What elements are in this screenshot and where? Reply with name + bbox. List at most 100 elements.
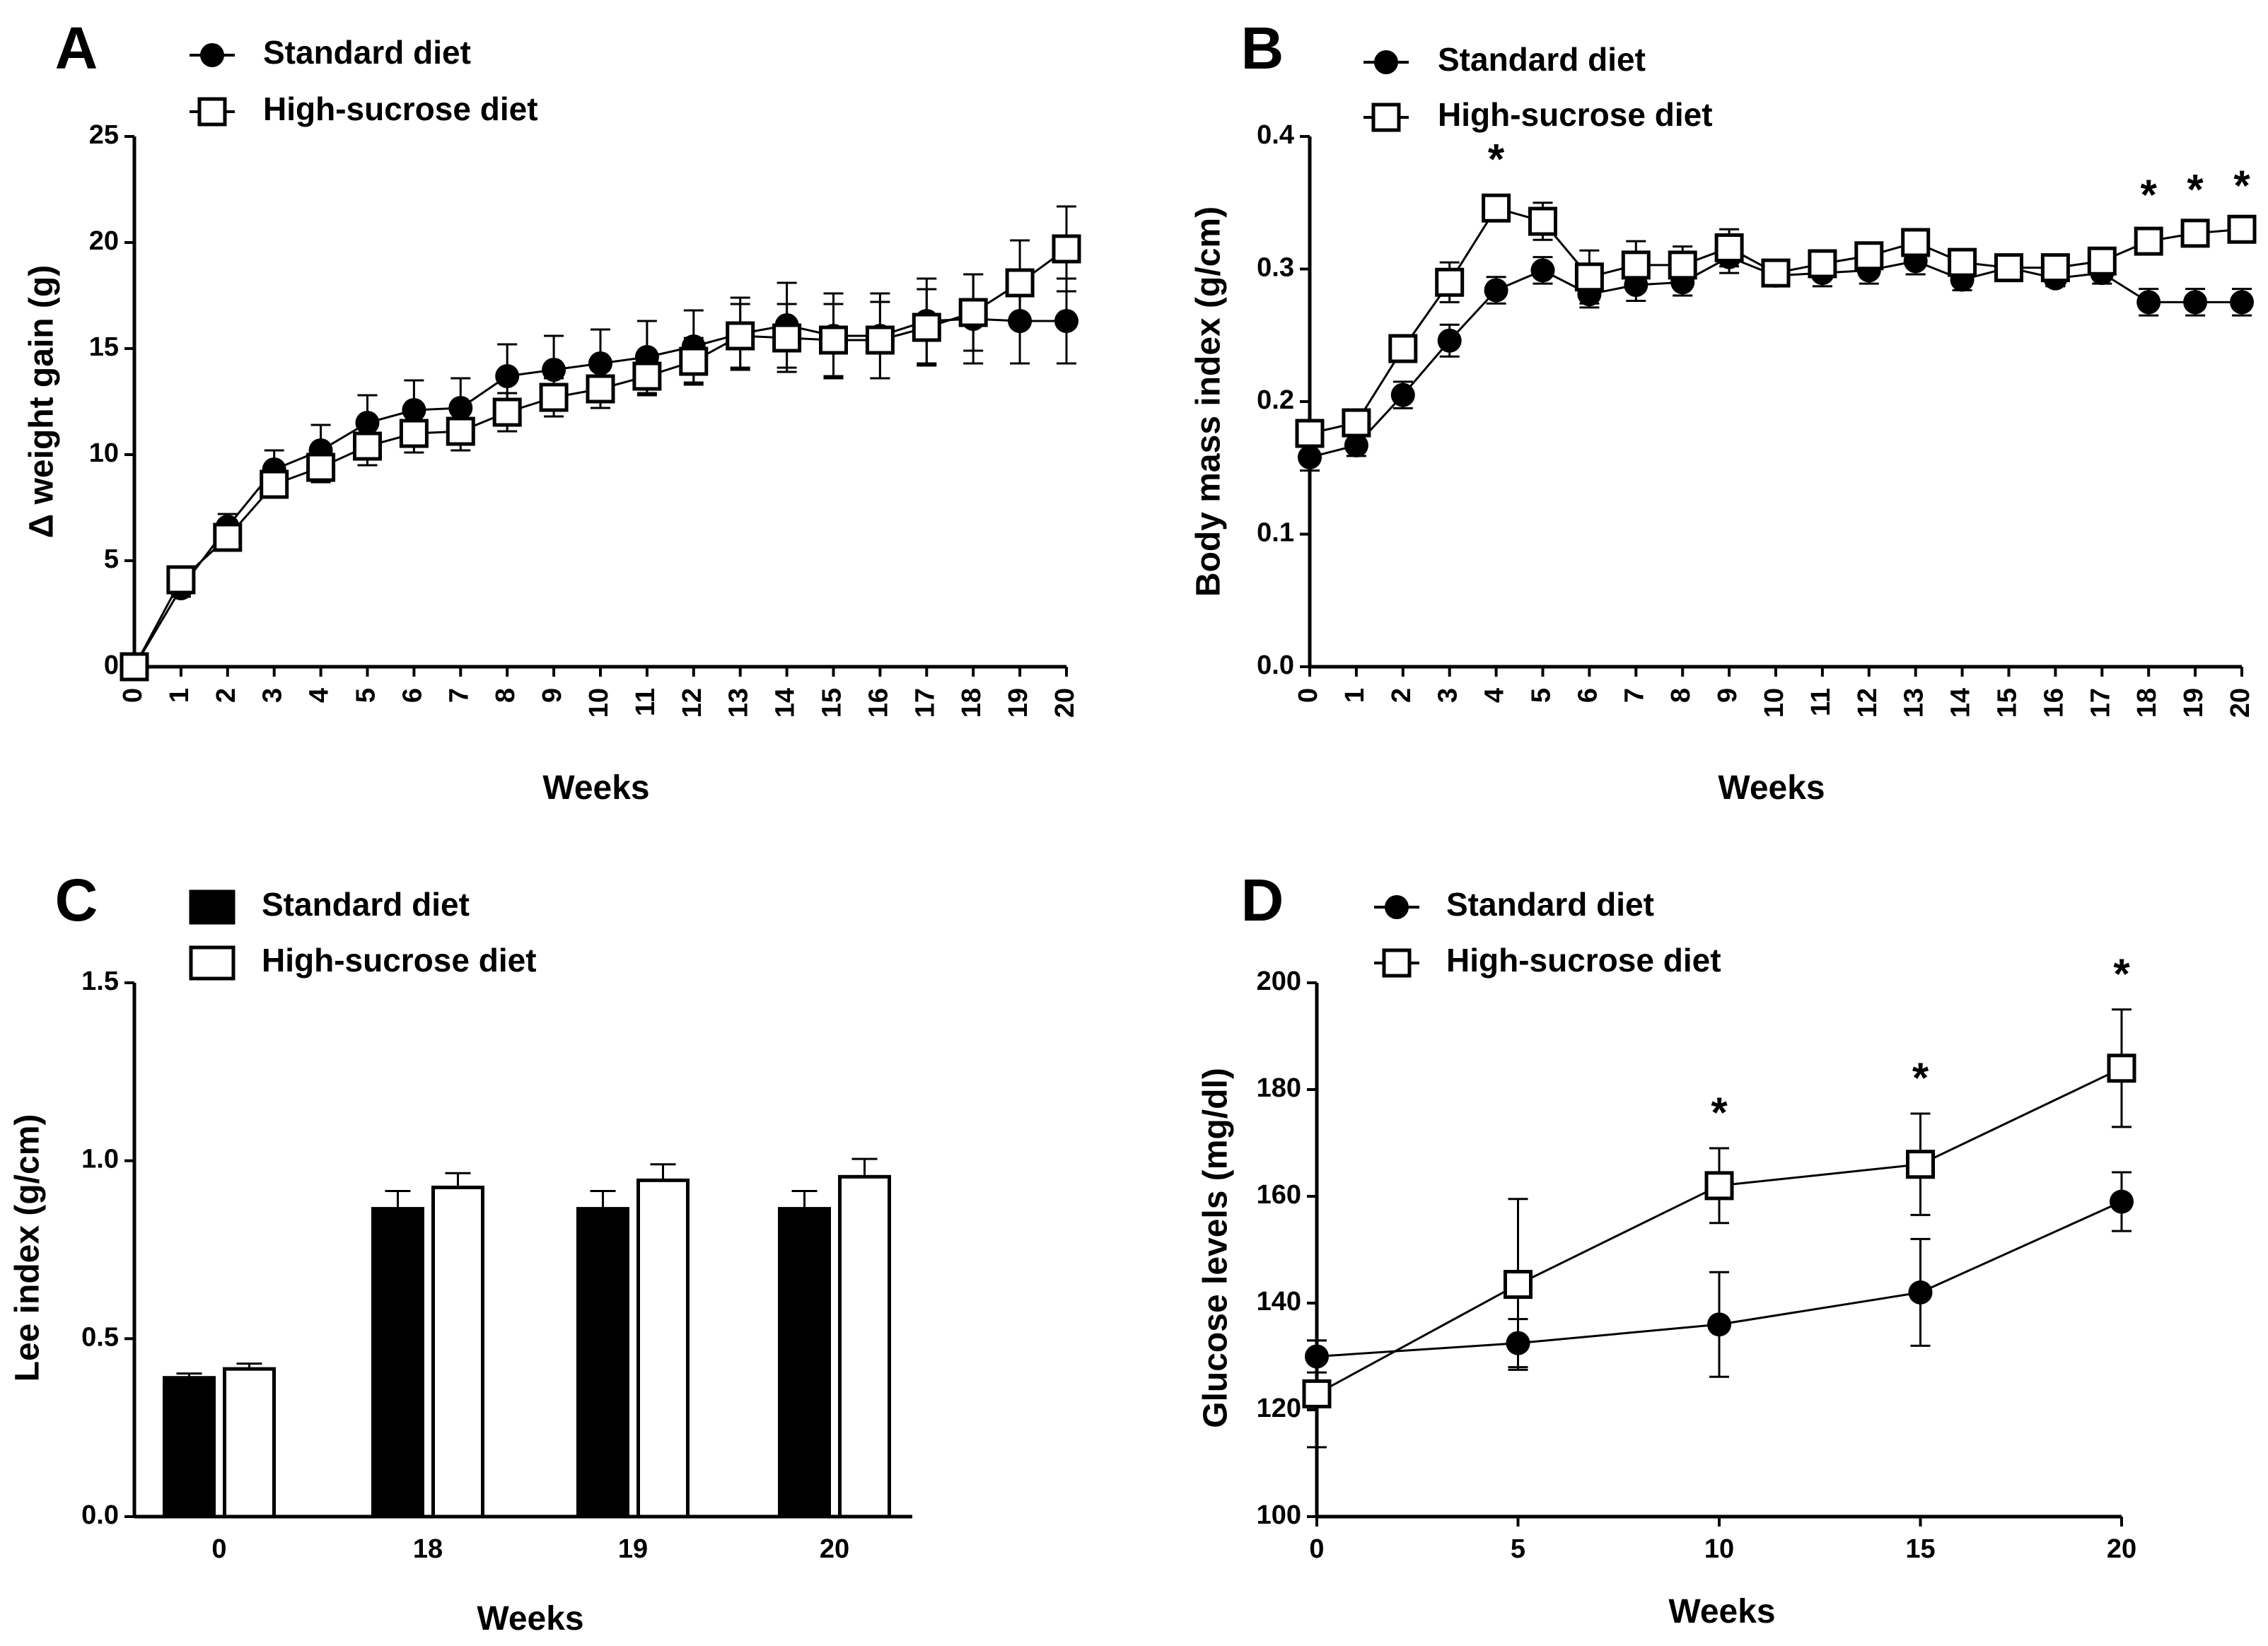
data-point-square: [586, 374, 615, 404]
data-point-square: [353, 431, 382, 461]
data-point-square: [1342, 408, 1371, 438]
data-point-square: [1704, 1171, 1734, 1201]
x-tick-label: 0: [211, 1534, 226, 1564]
data-point-circle: [2183, 290, 2208, 315]
x-tick-label: 16: [2039, 688, 2069, 718]
panel-letter: A: [55, 15, 98, 81]
y-tick-label: 25: [89, 120, 119, 150]
x-tick-label: 1: [165, 688, 194, 703]
y-tick-label: 100: [1257, 1500, 1301, 1530]
significance-star: *: [1912, 1054, 1929, 1102]
y-tick-label: 0.3: [1257, 253, 1294, 283]
x-tick-label: 12: [1853, 688, 1883, 718]
x-tick-label: 7: [444, 688, 474, 703]
x-tick-label: 9: [537, 688, 567, 703]
x-axis-label: Weeks: [542, 769, 649, 807]
x-tick-label: 10: [1704, 1534, 1734, 1564]
panel-letter: B: [1241, 15, 1284, 81]
x-tick-label: 13: [1900, 688, 1929, 718]
data-point-square: [726, 321, 755, 351]
legend-label: High-sucrose diet: [1446, 942, 1721, 979]
x-tick-label: 16: [863, 688, 893, 718]
x-tick-label: 20: [1050, 688, 1080, 718]
significance-star: *: [2141, 171, 2158, 218]
x-tick-label: 18: [957, 688, 987, 718]
legend-swatch: [189, 945, 235, 981]
data-point-circle: [1437, 328, 1462, 353]
y-axis-label: Glucose levels (mg/dl): [1197, 1068, 1235, 1428]
x-tick-label: 8: [1666, 688, 1696, 703]
y-tick-label: 120: [1257, 1394, 1301, 1423]
data-point-square: [1621, 250, 1651, 280]
data-point-circle: [495, 364, 520, 388]
data-point-circle: [355, 411, 380, 435]
significance-star: *: [1711, 1089, 1728, 1136]
data-point-square: [1668, 250, 1697, 280]
x-tick-label: 0: [118, 688, 148, 703]
y-tick-label: 1.5: [81, 967, 119, 996]
data-point-square: [166, 565, 196, 595]
y-tick-label: 0.5: [81, 1322, 119, 1352]
data-point-circle: [1707, 1312, 1731, 1337]
data-point-square: [2087, 246, 2117, 276]
y-tick-label: 15: [89, 332, 119, 362]
data-point-circle: [1484, 278, 1508, 303]
legend-marker-square: [1371, 103, 1401, 132]
x-tick-label: 14: [771, 688, 801, 718]
x-tick-label: 10: [584, 688, 614, 718]
x-tick-label: 18: [2132, 688, 2162, 718]
y-tick-label: 0.0: [1257, 650, 1294, 680]
data-point-square: [1574, 262, 1604, 292]
panel-letter: D: [1241, 867, 1284, 933]
data-point-circle: [1008, 309, 1033, 333]
data-point-circle: [1344, 433, 1368, 457]
data-point-circle: [1298, 445, 1322, 469]
y-tick-label: 0: [104, 650, 119, 680]
x-axis-label: Weeks: [1668, 1593, 1775, 1630]
data-point-square: [958, 298, 988, 327]
x-tick-label: 20: [2107, 1534, 2136, 1564]
data-point-square: [865, 325, 895, 355]
y-tick-label: 140: [1257, 1287, 1301, 1317]
data-point-square: [306, 453, 336, 482]
data-point-square: [2227, 214, 2257, 244]
y-axis-label: Body mass index (g/cm): [1190, 206, 1228, 597]
data-point-square: [679, 346, 709, 376]
y-tick-label: 0.1: [1257, 518, 1294, 548]
data-point-square: [1906, 1150, 1935, 1179]
x-tick-label: 2: [1387, 688, 1417, 703]
data-point-square: [2107, 1053, 2136, 1083]
bar-high-sucrose: [431, 1185, 484, 1519]
x-tick-label: 15: [1993, 688, 2023, 718]
data-point-circle: [2136, 290, 2161, 315]
data-point-square: [492, 397, 522, 427]
data-point-square: [1528, 206, 1557, 236]
data-point-square: [1388, 334, 1418, 363]
bar-standard: [163, 1376, 216, 1519]
y-tick-label: 20: [89, 226, 119, 256]
y-tick-label: 160: [1257, 1180, 1301, 1210]
data-point-square: [260, 469, 289, 499]
data-point-circle: [542, 358, 566, 382]
data-point-circle: [1908, 1280, 1933, 1304]
x-tick-label: 11: [631, 688, 661, 716]
y-tick-label: 0.4: [1257, 120, 1294, 150]
x-tick-label: 12: [678, 688, 707, 718]
legend-label: Standard diet: [263, 34, 471, 71]
legend-marker-circle: [1385, 895, 1409, 919]
x-tick-label: 7: [1619, 688, 1649, 703]
data-point-circle: [1506, 1331, 1530, 1355]
x-tick-label: 1: [1340, 688, 1370, 703]
y-axis-label: Lee index (g/cm): [9, 1114, 47, 1382]
data-point-square: [912, 313, 941, 342]
y-tick-label: 0.0: [81, 1500, 119, 1530]
y-tick-label: 180: [1257, 1073, 1301, 1103]
data-point-square: [1994, 253, 2023, 283]
data-point-circle: [2230, 290, 2254, 315]
y-axis-label: Δ weight gain (g): [23, 265, 61, 538]
x-tick-label: 19: [1004, 688, 1033, 718]
data-point-circle: [2110, 1189, 2134, 1214]
data-point-square: [2134, 226, 2163, 256]
